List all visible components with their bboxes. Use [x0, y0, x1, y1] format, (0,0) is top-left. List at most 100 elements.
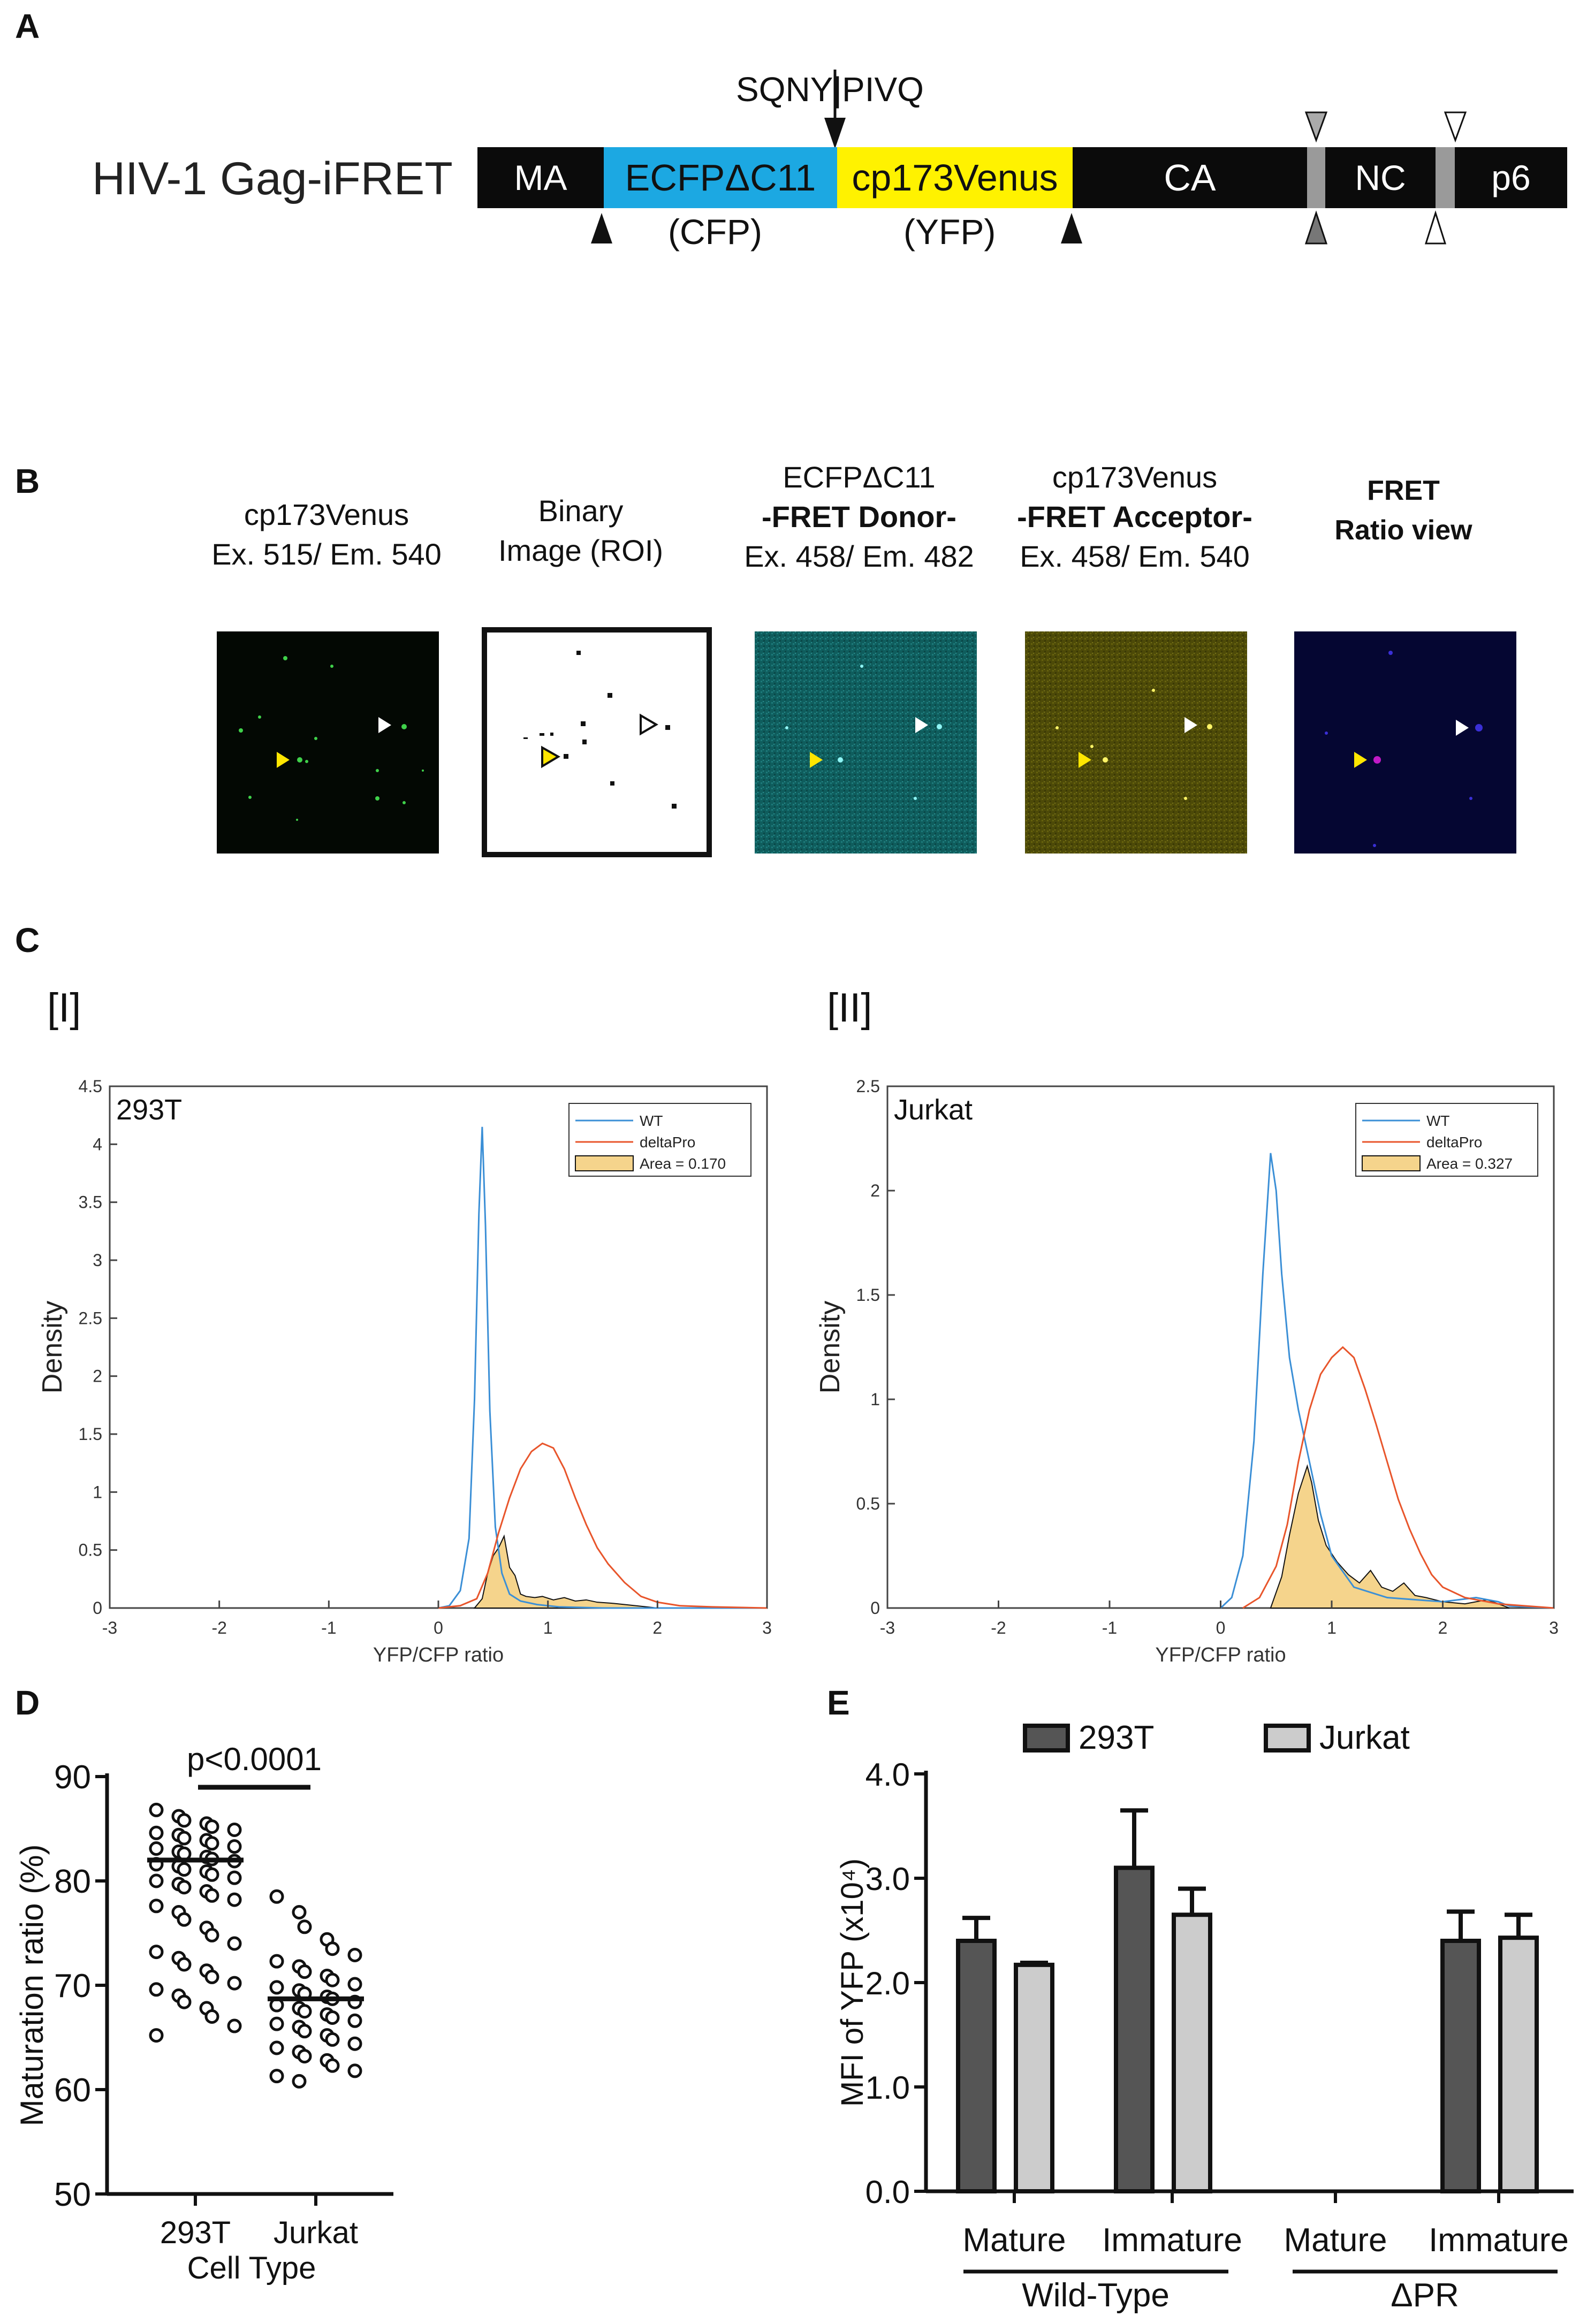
y-tick-label: 1 [870, 1390, 880, 1409]
construct-name: HIV-1 Gag-iFRET [92, 153, 453, 204]
x-tick-label: 1 [543, 1618, 553, 1637]
data-point [149, 1873, 164, 1888]
density-chart-jurkat: -3 -2 -1 0 1 2 3 0 0.5 1 1.5 2 2.5 YFP/CFP ratio Densi… [815, 1077, 1559, 1666]
data-point [297, 2004, 312, 2019]
group-label: ΔPR [1391, 2277, 1459, 2314]
arrowhead-white-icon [378, 717, 391, 733]
y-tick-label: 80 [54, 1863, 91, 1900]
segment-p6-text: p6 [1491, 158, 1531, 197]
bar [956, 1939, 997, 2193]
legend-label: Area = 0.170 [640, 1155, 726, 1172]
y-tick-label: 60 [54, 2072, 91, 2109]
segment-p6: p6 [1455, 147, 1567, 208]
data-point [269, 2069, 284, 2084]
data-point [269, 2016, 284, 2031]
arrowhead-yellow-icon [1354, 752, 1367, 768]
data-point [269, 1980, 284, 1995]
deltapro-density-line [1242, 1346, 1554, 1609]
y-tick-label: 2 [93, 1367, 102, 1386]
arrowhead-white-icon [1456, 720, 1469, 736]
data-point [227, 1839, 242, 1854]
data-point [325, 1941, 340, 1956]
sub-cfp-label: (CFP) [668, 212, 762, 252]
micrograph-acceptor [1025, 631, 1247, 854]
y-tick-label: 3.0 [865, 1861, 910, 1897]
micrograph-ratio [1294, 631, 1516, 854]
y-tick-label: 3.5 [79, 1193, 102, 1212]
data-point [292, 2074, 307, 2089]
data-point [347, 1947, 362, 1962]
y-tick-label: 0.5 [856, 1494, 880, 1513]
caption-line: ECFPΔC11 [783, 460, 936, 494]
data-point [269, 2040, 284, 2055]
caption-binary: Binary Image (ROI) [447, 491, 715, 570]
bar [1014, 1962, 1054, 2193]
y-tick-label: 70 [54, 1968, 91, 2005]
y-axis-label: Density [37, 1301, 68, 1393]
y-tick-label: 2 [870, 1181, 880, 1200]
x-tick-label: -1 [321, 1618, 336, 1637]
data-point [204, 1969, 219, 1984]
category-label: Immature [1429, 2222, 1569, 2259]
y-tick-label: 90 [54, 1759, 91, 1796]
y-tick-label: 50 [54, 2176, 91, 2213]
segment-ca: CA [1073, 147, 1307, 208]
y-tick-label: 1 [93, 1482, 102, 1502]
x-tick-label: 0 [1216, 1618, 1226, 1637]
segment-nc: NC [1325, 147, 1436, 208]
data-point [325, 2058, 340, 2073]
mfi-bar-chart: 0.0 1.0 2.0 3.0 4.0 MFI of YFP (x10⁴) Mature Im… [835, 1719, 1574, 2314]
caption-line: Ratio view [1334, 515, 1472, 546]
segment-venus: cp173Venus [837, 147, 1073, 208]
legend-label: Area = 0.327 [1426, 1155, 1513, 1172]
data-point [177, 1880, 192, 1895]
x-tick-label: 1 [1327, 1618, 1337, 1637]
site-marker-icon [1061, 213, 1082, 243]
arrowhead-white-icon [915, 717, 928, 733]
x-tick-label: -2 [211, 1618, 226, 1637]
caption-ratio: FRET Ratio view [1270, 471, 1537, 550]
caption-donor: ECFPΔC11 -FRET Donor- Ex. 458/ Em. 482 [725, 458, 993, 576]
data-point [325, 2010, 340, 2025]
data-point [177, 1831, 192, 1846]
site-marker-icon [1304, 210, 1328, 245]
y-tick-label: 1.5 [856, 1285, 880, 1305]
caption-line: FRET [1367, 475, 1440, 506]
y-tick-label: 0 [93, 1598, 102, 1618]
panel-c-sub-1: [I] [47, 985, 81, 1031]
data-point [297, 2049, 312, 2064]
x-axis-label: YFP/CFP ratio [373, 1644, 504, 1666]
data-point [204, 1888, 219, 1903]
data-point [347, 1977, 362, 1992]
x-tick-label: Jurkat [274, 2215, 358, 2250]
data-point [325, 2032, 340, 2047]
panel-c-label: C [15, 921, 40, 959]
legend-label: deltaPro [1426, 1134, 1482, 1150]
arrowhead-yellow-icon [1079, 752, 1091, 768]
sub-yfp-label: (YFP) [903, 212, 996, 252]
x-tick-label: 293T [160, 2215, 231, 2250]
wt-density-line [438, 1126, 767, 1609]
data-point [177, 1994, 192, 2009]
bar [1498, 1936, 1539, 2193]
data-point [297, 1964, 312, 1979]
caption-line: Binary [538, 494, 624, 528]
site-marker-icon [1444, 111, 1467, 143]
y-tick-label: 0.0 [865, 2174, 910, 2210]
site-marker-icon [1304, 111, 1328, 143]
data-point [177, 1912, 192, 1927]
bar [1114, 1865, 1155, 2193]
y-tick-label: 0 [870, 1598, 880, 1618]
segment-venus-text: cp173Venus [852, 157, 1058, 199]
data-point [297, 1919, 312, 1934]
legend-label: deltaPro [640, 1134, 695, 1150]
x-tick-label: 0 [434, 1618, 443, 1637]
data-point [177, 1813, 192, 1828]
category-label: Mature [963, 2222, 1066, 2259]
data-point [204, 1927, 219, 1942]
caption-line: Ex. 458/ Em. 482 [744, 539, 974, 573]
caption-line: cp173Venus [244, 498, 409, 531]
data-point [347, 2013, 362, 2028]
data-point [149, 1982, 164, 1997]
